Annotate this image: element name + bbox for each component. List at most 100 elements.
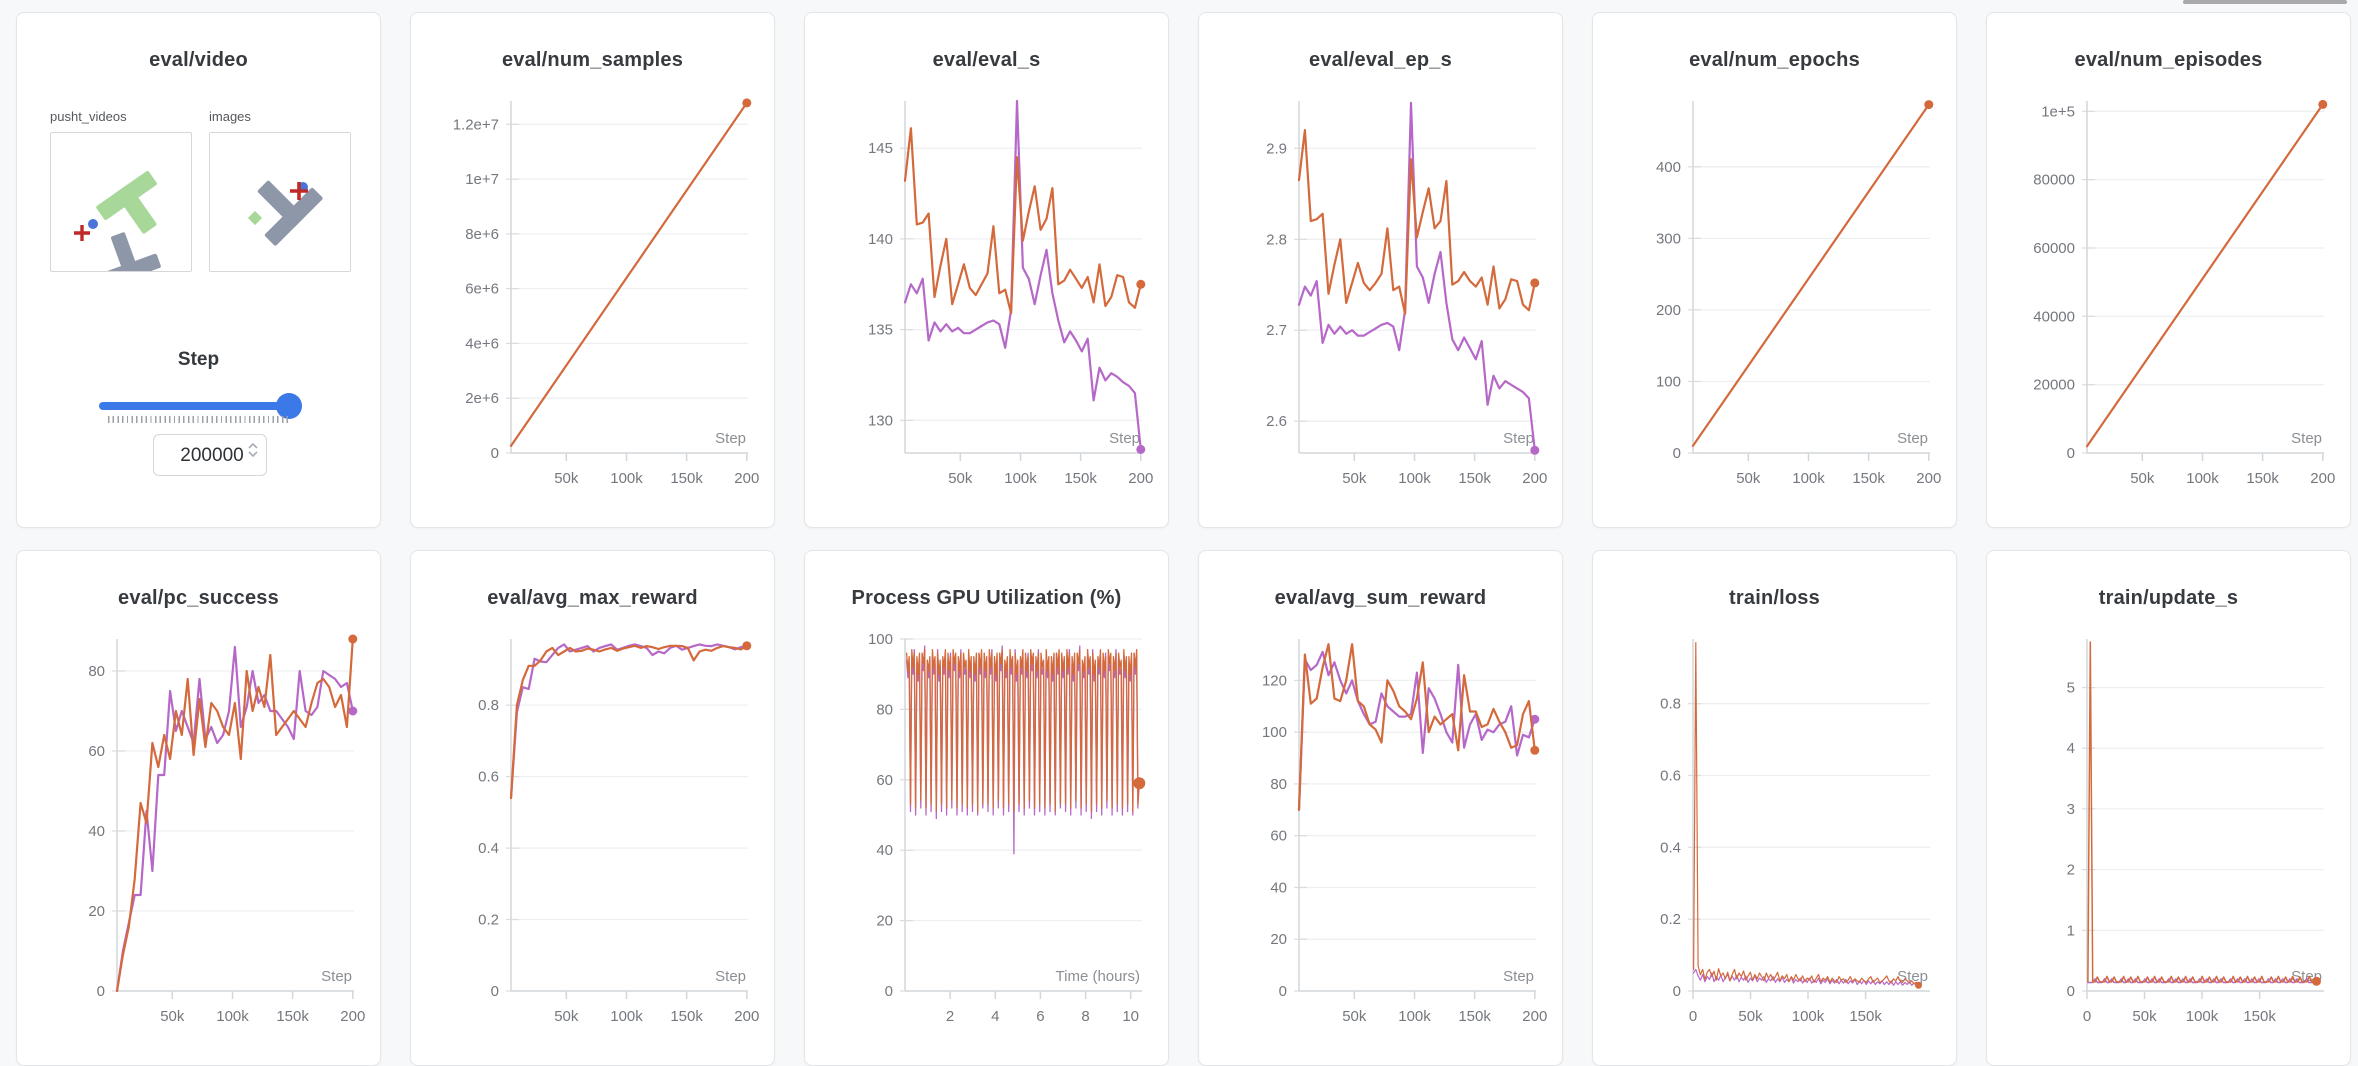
media-row: pusht_videos (50, 109, 351, 272)
panel-title: eval/avg_max_reward (487, 587, 698, 609)
panel-title: eval/avg_sum_reward (1274, 587, 1487, 609)
chart-eval-avg-sum-reward[interactable]: 0 20 40 60 80 100 120 50k 100k 150k 200 Step (1199, 551, 1562, 1065)
svg-text:3: 3 (2067, 801, 2075, 818)
svg-text:50k: 50k (948, 470, 973, 487)
svg-text:50k: 50k (1342, 1008, 1367, 1025)
svg-text:100k: 100k (1792, 470, 1825, 487)
svg-text:Time (hours): Time (hours) (1056, 968, 1140, 985)
svg-text:Step: Step (2291, 430, 2322, 447)
svg-text:2e+6: 2e+6 (465, 390, 499, 407)
svg-text:140: 140 (868, 231, 893, 248)
svg-text:100k: 100k (2186, 1008, 2219, 1025)
svg-text:Step: Step (1897, 430, 1928, 447)
panel-title: Process GPU Utilization (%) (851, 587, 1122, 609)
spinner-down-icon[interactable] (248, 451, 258, 457)
panel-eval-avg-max-reward: eval/avg_max_reward 0 0.2 0.4 0.6 0.8 50k 100k… (410, 550, 775, 1066)
svg-text:0: 0 (97, 983, 105, 1000)
svg-text:20: 20 (876, 913, 893, 930)
pusht-videos-thumbnail[interactable] (50, 132, 192, 272)
svg-text:20000: 20000 (2033, 377, 2075, 394)
svg-text:4e+6: 4e+6 (465, 335, 499, 352)
svg-text:100k: 100k (610, 1008, 643, 1025)
panel-eval-video: eval/video pusht_videos (16, 12, 381, 528)
svg-text:8: 8 (1081, 1008, 1089, 1025)
step-slider-thumb[interactable] (276, 393, 302, 419)
chart-eval-num-episodes[interactable]: 0 20000 40000 60000 80000 1e+5 50k 100k 150k 200 S… (1987, 13, 2350, 527)
svg-text:1.2e+7: 1.2e+7 (453, 116, 499, 133)
svg-text:5: 5 (2067, 680, 2075, 697)
chart-eval-num-samples[interactable]: 0 2e+6 4e+6 6e+6 8e+6 1e+7 1.2e+7 50k 100k 150k 20… (411, 13, 774, 527)
svg-text:Step: Step (1503, 968, 1534, 985)
chart-eval-eval-ep-s[interactable]: 2.6 2.7 2.8 2.9 50k 100k 150k 200 Step (1199, 13, 1562, 527)
svg-text:2: 2 (946, 1008, 954, 1025)
svg-text:200: 200 (340, 1008, 365, 1025)
svg-text:150k: 150k (670, 1008, 703, 1025)
svg-text:100k: 100k (1398, 470, 1431, 487)
spinner-up-icon[interactable] (248, 443, 258, 449)
svg-text:0.6: 0.6 (478, 769, 499, 786)
svg-text:8e+6: 8e+6 (465, 226, 499, 243)
step-slider-tick-ruler (108, 416, 289, 423)
svg-text:200: 200 (734, 470, 759, 487)
panel-eval-eval-s: eval/eval_s 130 135 140 145 50k 100k 150k 200 St… (804, 12, 1169, 528)
panel-title: eval/num_episodes (2074, 49, 2263, 71)
svg-text:0: 0 (885, 983, 893, 1000)
svg-text:2.8: 2.8 (1266, 231, 1287, 248)
svg-text:100: 100 (1262, 724, 1287, 741)
step-value-stepper (153, 434, 284, 477)
panel-title: eval/pc_success (118, 587, 279, 609)
panel-title: eval/video (149, 49, 248, 71)
svg-text:0.8: 0.8 (478, 697, 499, 714)
svg-text:4: 4 (991, 1008, 999, 1025)
panel-title: eval/eval_s (932, 49, 1041, 71)
svg-text:50k: 50k (1342, 470, 1367, 487)
svg-text:0: 0 (491, 445, 499, 462)
chart-gpu-utilization[interactable]: 0 20 40 60 80 100 2 4 6 8 10 Time (hours) (805, 551, 1168, 1065)
svg-text:20: 20 (1270, 931, 1287, 948)
step-value-input[interactable] (154, 435, 284, 477)
svg-text:Step: Step (1897, 968, 1928, 985)
svg-text:6e+6: 6e+6 (465, 281, 499, 298)
panel-title: eval/num_samples (501, 49, 684, 71)
panel-title: train/update_s (2098, 587, 2239, 609)
panel-eval-eval-ep-s: eval/eval_ep_s 2.6 2.7 2.8 2.9 50k 100k 150k 20… (1198, 12, 1563, 528)
svg-text:50k: 50k (554, 470, 579, 487)
panel-gpu-utilization: Process GPU Utilization (%) 0 20 40 60 80 100… (804, 550, 1169, 1066)
chart-eval-eval-s[interactable]: 130 135 140 145 50k 100k 150k 200 Step (805, 13, 1168, 527)
svg-text:50k: 50k (554, 1008, 579, 1025)
svg-text:0.2: 0.2 (478, 912, 499, 929)
panel-eval-pc-success: eval/pc_success 0 20 40 60 80 50k 100k 150k 200 S… (16, 550, 381, 1066)
svg-text:145: 145 (868, 140, 893, 157)
step-slider[interactable] (99, 393, 302, 419)
svg-text:2: 2 (2067, 862, 2075, 879)
chart-eval-avg-max-reward[interactable]: 0 0.2 0.4 0.6 0.8 50k 100k 150k 200 Step (411, 551, 774, 1065)
svg-text:0: 0 (2067, 445, 2075, 462)
svg-text:2.9: 2.9 (1266, 140, 1287, 157)
svg-text:120: 120 (1262, 672, 1287, 689)
chart-eval-pc-success[interactable]: 0 20 40 60 80 50k 100k 150k 200 Step (17, 551, 380, 1065)
svg-text:1e+5: 1e+5 (2041, 103, 2075, 120)
chart-train-loss[interactable]: 0 0.2 0.4 0.6 0.8 0 50k 100k 150k Step (1593, 551, 1956, 1065)
svg-text:2.6: 2.6 (1266, 413, 1287, 430)
svg-text:0: 0 (1279, 983, 1287, 1000)
svg-text:0: 0 (1689, 1008, 1697, 1025)
svg-text:200: 200 (1656, 302, 1681, 319)
svg-text:4: 4 (2067, 740, 2075, 757)
svg-text:0: 0 (491, 983, 499, 1000)
svg-text:150k: 150k (1064, 470, 1097, 487)
svg-text:130: 130 (868, 412, 893, 429)
panel-train-update-s: train/update_s 0 1 2 3 4 5 0 50k 100k 150k Step (1986, 550, 2351, 1066)
svg-text:50k: 50k (2130, 470, 2155, 487)
panel-title: eval/num_epochs (1689, 49, 1860, 71)
horizontal-scrollbar[interactable] (2183, 0, 2347, 4)
svg-text:200: 200 (1916, 470, 1941, 487)
svg-text:150k: 150k (1458, 470, 1491, 487)
svg-text:150k: 150k (670, 470, 703, 487)
svg-text:150k: 150k (276, 1008, 309, 1025)
svg-text:0.8: 0.8 (1660, 696, 1681, 713)
chart-eval-num-epochs[interactable]: 0 100 200 300 400 50k 100k 150k 200 Step (1593, 13, 1956, 527)
images-thumbnail[interactable] (209, 132, 351, 272)
svg-text:80: 80 (1270, 776, 1287, 793)
